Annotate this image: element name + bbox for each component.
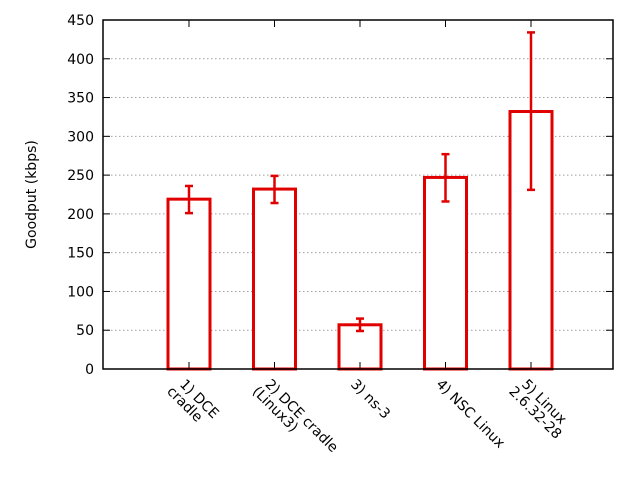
x-tick-label: 5) Linux2.6.32-28: [505, 374, 574, 443]
x-tick-label: 2) DCE cradle(Linux3): [249, 374, 341, 466]
y-tick-label: 450: [67, 13, 94, 29]
y-tick-label: 300: [67, 129, 94, 145]
x-tick-label-line: 3) ns-3: [347, 377, 393, 423]
plot-frame: [102, 19, 614, 370]
x-tick-label: 1) DCEcradle: [163, 374, 221, 432]
y-tick-label: 350: [67, 91, 94, 107]
y-axis-ticks: 0 50 100 150 200 250 300 350 400 450: [67, 13, 613, 378]
error-bars-group: [185, 31, 535, 333]
bar: [508, 110, 554, 371]
y-tick-label: 400: [67, 52, 94, 68]
y-tick-label: 50: [76, 323, 94, 339]
bar: [423, 175, 468, 371]
y-axis-label: Goodput (kbps): [24, 140, 40, 249]
x-tick-label-line: 4) NSC Linux: [433, 377, 508, 452]
y-tick-label: 100: [67, 284, 94, 300]
x-tick-label: 4) NSC Linux: [433, 377, 508, 452]
y-tick-label: 0: [85, 362, 94, 378]
y-tick-label: 250: [67, 168, 94, 184]
y-tick-label: 200: [67, 207, 94, 223]
y-tick-label: 150: [67, 246, 94, 262]
bar: [252, 187, 297, 371]
bar: [166, 197, 212, 371]
x-tick-label: 3) ns-3: [347, 377, 393, 423]
x-axis-labels: 1) DCEcradle 2) DCE cradle(Linux3) 3) ns-3…: [163, 374, 574, 466]
